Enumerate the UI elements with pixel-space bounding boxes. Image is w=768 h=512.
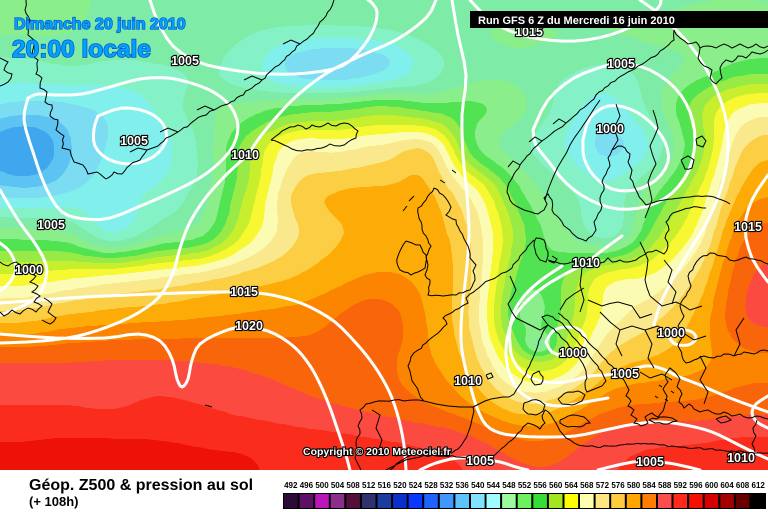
svg-text:520: 520 (393, 481, 407, 490)
svg-text:512: 512 (362, 481, 376, 490)
svg-text:588: 588 (658, 481, 672, 490)
svg-text:576: 576 (611, 481, 625, 490)
svg-text:612: 612 (752, 481, 766, 490)
svg-text:580: 580 (627, 481, 641, 490)
svg-text:608: 608 (736, 481, 750, 490)
svg-text:524: 524 (409, 481, 423, 490)
svg-text:1020: 1020 (235, 319, 263, 333)
svg-text:568: 568 (580, 481, 594, 490)
svg-text:1005: 1005 (607, 57, 635, 71)
svg-text:1005: 1005 (120, 134, 148, 148)
svg-text:1010: 1010 (572, 256, 600, 270)
svg-text:1000: 1000 (596, 122, 624, 136)
svg-text:516: 516 (378, 481, 392, 490)
svg-text:584: 584 (642, 481, 656, 490)
svg-text:556: 556 (533, 481, 547, 490)
svg-text:508: 508 (346, 481, 360, 490)
svg-text:572: 572 (596, 481, 610, 490)
svg-text:(+ 108h): (+ 108h) (29, 494, 79, 509)
svg-text:1010: 1010 (231, 148, 259, 162)
svg-text:Run GFS 6 Z du Mercredi 16 jui: Run GFS 6 Z du Mercredi 16 juin 2010 (478, 15, 675, 27)
svg-text:Géop. Z500 & pression au sol: Géop. Z500 & pression au sol (29, 477, 253, 494)
svg-text:1005: 1005 (636, 455, 664, 469)
svg-text:532: 532 (440, 481, 454, 490)
svg-text:500: 500 (315, 481, 329, 490)
svg-text:1010: 1010 (454, 374, 482, 388)
svg-text:504: 504 (331, 481, 345, 490)
svg-text:552: 552 (518, 481, 532, 490)
svg-text:604: 604 (720, 481, 734, 490)
svg-text:1005: 1005 (466, 454, 494, 468)
svg-text:496: 496 (300, 481, 314, 490)
svg-text:1005: 1005 (37, 218, 65, 232)
svg-text:1000: 1000 (15, 263, 43, 277)
svg-text:1005: 1005 (171, 54, 199, 68)
svg-text:528: 528 (424, 481, 438, 490)
svg-text:1000: 1000 (657, 326, 685, 340)
svg-text:540: 540 (471, 481, 485, 490)
svg-text:560: 560 (549, 481, 563, 490)
svg-text:1015: 1015 (230, 285, 258, 299)
svg-text:564: 564 (565, 481, 579, 490)
svg-text:548: 548 (502, 481, 516, 490)
svg-text:492: 492 (284, 481, 298, 490)
svg-text:536: 536 (456, 481, 470, 490)
svg-text:1000: 1000 (559, 346, 587, 360)
svg-text:20:00 locale: 20:00 locale (12, 36, 151, 63)
svg-text:1005: 1005 (611, 367, 639, 381)
svg-text:1015: 1015 (734, 220, 762, 234)
svg-text:544: 544 (487, 481, 501, 490)
svg-text:596: 596 (689, 481, 703, 490)
svg-text:Copyright © 2010 Meteociel.fr: Copyright © 2010 Meteociel.fr (303, 446, 451, 458)
svg-text:1010: 1010 (727, 451, 755, 465)
svg-text:Dimanche 20 juin 2010: Dimanche 20 juin 2010 (14, 16, 186, 33)
svg-text:600: 600 (705, 481, 719, 490)
svg-text:592: 592 (674, 481, 688, 490)
